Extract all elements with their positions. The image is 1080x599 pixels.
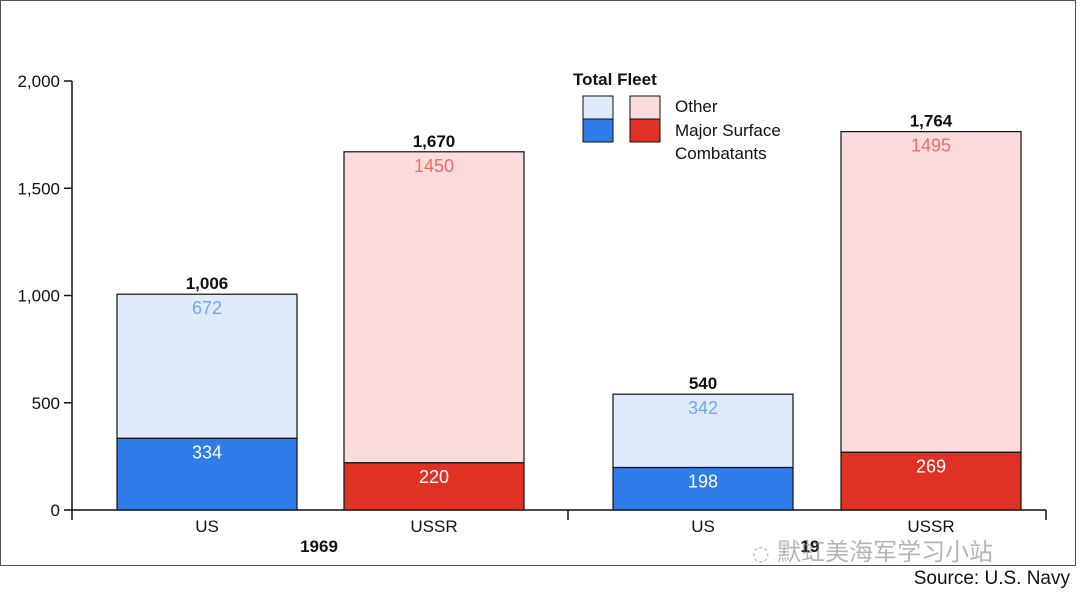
watermark: ◌ 默虹美海军学习小站	[752, 532, 993, 567]
x-category-label: US	[691, 517, 715, 536]
legend-label-major-line1: Major Surface	[675, 121, 781, 140]
wechat-icon: ◌	[752, 541, 770, 565]
y-tick-label: 1,000	[17, 287, 60, 306]
y-tick-label: 0	[51, 501, 60, 520]
bar-other-value-label: 1450	[414, 156, 454, 176]
bar-other-value-label: 342	[688, 398, 718, 418]
legend-title: Total Fleet	[573, 70, 657, 89]
bar-major-value-label: 220	[419, 467, 449, 487]
legend-swatch-other-us	[582, 95, 614, 120]
source-note: Source: U.S. Navy	[913, 568, 1070, 589]
legend-swatch-major-us	[582, 118, 614, 143]
bar-total-label: 1,670	[413, 132, 456, 151]
y-tick-label: 500	[32, 394, 60, 413]
bar-segment-other	[840, 131, 1022, 453]
legend-label-major-line2: Combatants	[675, 144, 767, 163]
bar-segment-other	[343, 151, 525, 464]
bar-segment-major-surface-combatants	[612, 466, 794, 511]
bars: 1,006 672 334 US 1,670 1450 220 USSR 1969 540 342 1…	[116, 112, 1022, 556]
bar-major-value-label: 334	[192, 442, 222, 462]
bar-segment-major-surface-combatants	[343, 462, 525, 511]
x-category-label: USSR	[907, 517, 954, 536]
bar-major-value-label: 269	[916, 456, 946, 476]
legend-label-other: Other	[675, 97, 718, 116]
bar-segment-other	[612, 393, 794, 469]
watermark-text: 默虹美海军学习小站	[777, 538, 994, 566]
y-tick-label: 2,000	[17, 72, 60, 91]
bar-other-value-label: 672	[192, 298, 222, 318]
x-category-label: US	[195, 517, 219, 536]
legend: Total Fleet Other Major Surface Combatants	[573, 70, 781, 163]
legend-swatch-major-ussr	[629, 118, 661, 143]
x-category-label: USSR	[410, 517, 457, 536]
bar-segment-major-surface-combatants	[116, 437, 298, 511]
bar-total-label: 1,764	[910, 112, 953, 131]
x-group-label: 19	[801, 537, 820, 556]
bar-other-value-label: 1495	[911, 136, 951, 156]
legend-swatch-other-ussr	[629, 95, 661, 120]
y-tick-label: 1,500	[17, 179, 60, 198]
x-group-label: 1969	[300, 537, 338, 556]
chart-frame	[0, 0, 1076, 566]
bar-segment-major-surface-combatants	[840, 451, 1022, 511]
bar-total-label: 540	[689, 374, 717, 393]
bar-segment-other	[116, 293, 298, 439]
bar-major-value-label: 198	[688, 472, 718, 492]
bar-total-label: 1,006	[186, 274, 229, 293]
